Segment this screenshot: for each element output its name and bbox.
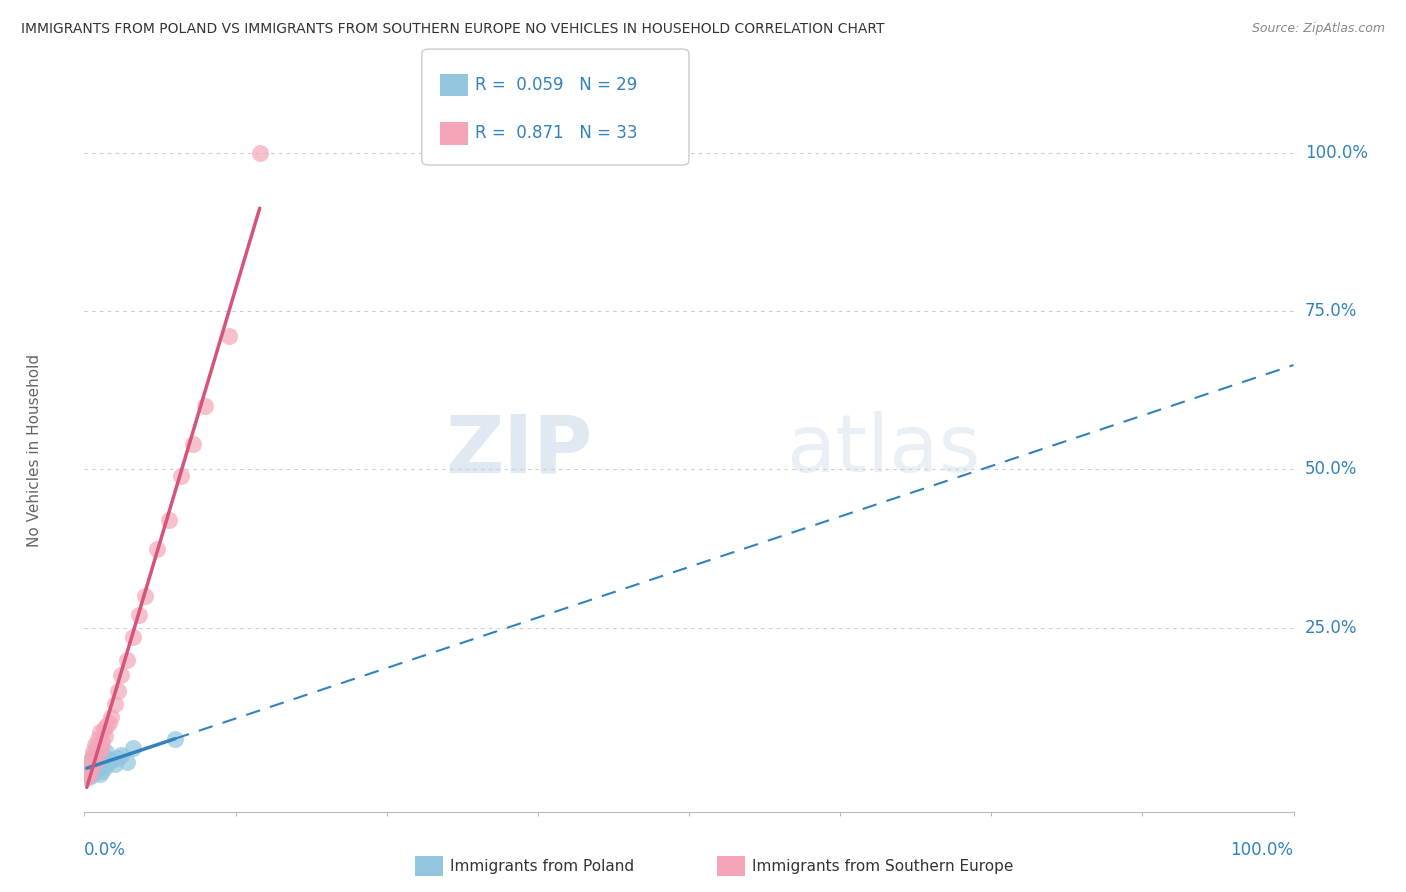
Point xyxy=(90,753,112,767)
Point xyxy=(110,747,132,762)
Point xyxy=(86,731,108,746)
Point xyxy=(93,748,115,763)
Point xyxy=(77,760,100,774)
Point xyxy=(107,684,129,698)
Point xyxy=(77,757,100,772)
Point xyxy=(107,751,129,765)
Point xyxy=(121,631,143,645)
Text: R =  0.059   N = 29: R = 0.059 N = 29 xyxy=(475,76,637,94)
Point xyxy=(146,541,169,556)
Point xyxy=(80,768,103,782)
Point xyxy=(77,770,100,784)
Point xyxy=(91,764,114,778)
Text: 0.0%: 0.0% xyxy=(84,840,127,859)
Point xyxy=(86,741,108,756)
Point xyxy=(97,756,120,770)
Text: atlas: atlas xyxy=(786,411,980,490)
Text: ZIP: ZIP xyxy=(444,411,592,490)
Text: R =  0.871   N = 33: R = 0.871 N = 33 xyxy=(475,124,638,142)
Point xyxy=(82,744,104,758)
Point xyxy=(89,725,111,739)
Point xyxy=(93,723,115,737)
Point xyxy=(79,766,101,780)
Point xyxy=(94,744,117,758)
Text: Immigrants from Poland: Immigrants from Poland xyxy=(450,859,634,873)
Point xyxy=(79,754,101,768)
Point xyxy=(157,513,180,527)
Point xyxy=(80,751,103,765)
Point xyxy=(83,757,105,772)
Point xyxy=(87,756,110,770)
Point xyxy=(82,760,104,774)
Point xyxy=(82,747,104,762)
Point xyxy=(104,757,127,772)
Point xyxy=(94,719,117,733)
Point xyxy=(170,468,193,483)
Point xyxy=(165,731,187,746)
Point xyxy=(86,759,108,773)
Point xyxy=(94,729,117,743)
Point xyxy=(249,145,271,160)
Point xyxy=(76,770,98,784)
Point xyxy=(181,437,204,451)
Point xyxy=(86,754,108,768)
Point xyxy=(94,760,117,774)
Point xyxy=(76,766,98,780)
Text: Source: ZipAtlas.com: Source: ZipAtlas.com xyxy=(1251,22,1385,36)
Text: 100.0%: 100.0% xyxy=(1305,144,1368,161)
Point xyxy=(104,697,127,711)
Point xyxy=(84,738,107,752)
Point xyxy=(97,716,120,731)
Text: No Vehicles in Household: No Vehicles in Household xyxy=(27,354,42,547)
Point xyxy=(128,608,150,623)
Text: 50.0%: 50.0% xyxy=(1305,460,1357,478)
Text: 75.0%: 75.0% xyxy=(1305,302,1357,320)
Point xyxy=(86,757,108,772)
Point xyxy=(91,735,114,749)
Point xyxy=(84,762,107,776)
Point xyxy=(77,764,100,778)
Point xyxy=(194,399,217,413)
Text: 100.0%: 100.0% xyxy=(1230,840,1294,859)
Text: IMMIGRANTS FROM POLAND VS IMMIGRANTS FROM SOUTHERN EUROPE NO VEHICLES IN HOUSEHO: IMMIGRANTS FROM POLAND VS IMMIGRANTS FRO… xyxy=(21,22,884,37)
Point xyxy=(79,764,101,778)
Text: 25.0%: 25.0% xyxy=(1305,619,1357,637)
Point xyxy=(134,589,156,603)
Text: Immigrants from Southern Europe: Immigrants from Southern Europe xyxy=(752,859,1014,873)
Point xyxy=(83,751,105,765)
Point xyxy=(100,709,122,723)
Point xyxy=(90,741,112,756)
Point xyxy=(89,766,111,780)
Point xyxy=(115,652,138,666)
Point xyxy=(110,668,132,682)
Point xyxy=(115,756,138,770)
Point xyxy=(121,741,143,756)
Point xyxy=(87,744,110,758)
Point xyxy=(218,329,240,343)
Point xyxy=(83,765,105,780)
Point xyxy=(100,753,122,767)
